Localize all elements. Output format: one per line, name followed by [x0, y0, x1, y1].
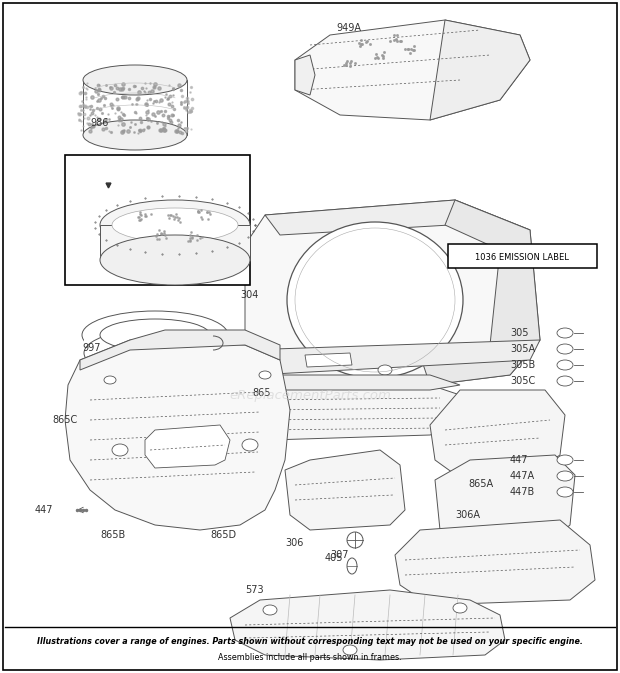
Polygon shape [420, 200, 540, 385]
Polygon shape [295, 55, 315, 95]
Ellipse shape [347, 558, 357, 574]
Text: 986: 986 [90, 118, 108, 128]
Polygon shape [84, 335, 226, 353]
Polygon shape [240, 375, 460, 390]
Polygon shape [245, 200, 540, 385]
Polygon shape [430, 20, 530, 120]
Text: 573: 573 [245, 585, 264, 595]
Text: 563: 563 [80, 184, 97, 192]
Ellipse shape [378, 365, 392, 375]
Polygon shape [245, 385, 465, 440]
Text: 865A: 865A [468, 479, 493, 489]
Ellipse shape [100, 200, 250, 250]
Ellipse shape [104, 376, 116, 384]
Text: 305A: 305A [510, 344, 535, 354]
Ellipse shape [82, 311, 228, 359]
Text: 865B: 865B [100, 530, 125, 540]
Ellipse shape [83, 65, 187, 95]
Polygon shape [395, 520, 595, 605]
Ellipse shape [112, 444, 128, 456]
Ellipse shape [557, 328, 573, 338]
Ellipse shape [453, 603, 467, 613]
Ellipse shape [259, 371, 271, 379]
Text: 306: 306 [285, 538, 303, 548]
Ellipse shape [84, 329, 226, 377]
Polygon shape [83, 80, 187, 135]
Text: 305: 305 [510, 328, 528, 338]
Ellipse shape [343, 645, 357, 655]
Text: 304: 304 [240, 290, 259, 300]
Text: Illustrations cover a range of engines. Parts shown without corresponding text m: Illustrations cover a range of engines. … [37, 637, 583, 645]
FancyBboxPatch shape [65, 155, 250, 285]
Ellipse shape [557, 487, 573, 497]
Polygon shape [265, 200, 530, 240]
Ellipse shape [263, 605, 277, 615]
Polygon shape [245, 340, 540, 375]
Polygon shape [430, 390, 565, 478]
Ellipse shape [242, 439, 258, 451]
Polygon shape [145, 425, 230, 468]
Text: 305C: 305C [510, 376, 535, 386]
Text: 405: 405 [325, 553, 343, 563]
Text: 447: 447 [35, 505, 53, 515]
Text: Assemblies include all parts shown in frames.: Assemblies include all parts shown in fr… [218, 653, 402, 662]
Text: 997: 997 [82, 343, 100, 353]
Ellipse shape [112, 208, 238, 242]
Ellipse shape [557, 471, 573, 481]
Text: 949: 949 [73, 161, 93, 171]
Ellipse shape [100, 319, 210, 351]
Text: 306A: 306A [455, 510, 480, 520]
Text: 865: 865 [252, 388, 270, 398]
Polygon shape [435, 455, 575, 550]
Polygon shape [65, 340, 290, 530]
Ellipse shape [557, 344, 573, 354]
Ellipse shape [557, 376, 573, 386]
Polygon shape [80, 330, 280, 370]
Polygon shape [100, 225, 250, 260]
Ellipse shape [100, 235, 250, 285]
Text: 447: 447 [510, 455, 528, 465]
Text: 447B: 447B [510, 487, 535, 497]
Ellipse shape [557, 455, 573, 465]
Text: 305B: 305B [510, 360, 535, 370]
Ellipse shape [287, 222, 463, 378]
Ellipse shape [557, 360, 573, 370]
Ellipse shape [347, 532, 363, 548]
Ellipse shape [83, 120, 187, 150]
Text: eReplacementParts.com: eReplacementParts.com [229, 388, 391, 402]
Polygon shape [285, 450, 405, 530]
Text: 865C: 865C [52, 415, 78, 425]
Polygon shape [305, 353, 352, 367]
Text: 447A: 447A [510, 471, 535, 481]
Polygon shape [230, 590, 505, 660]
Text: 307: 307 [330, 550, 348, 560]
FancyBboxPatch shape [448, 244, 597, 268]
Text: 865D: 865D [210, 530, 236, 540]
Text: 1036 EMISSION LABEL: 1036 EMISSION LABEL [475, 252, 569, 262]
Text: 949A: 949A [336, 23, 361, 33]
Polygon shape [295, 20, 530, 120]
